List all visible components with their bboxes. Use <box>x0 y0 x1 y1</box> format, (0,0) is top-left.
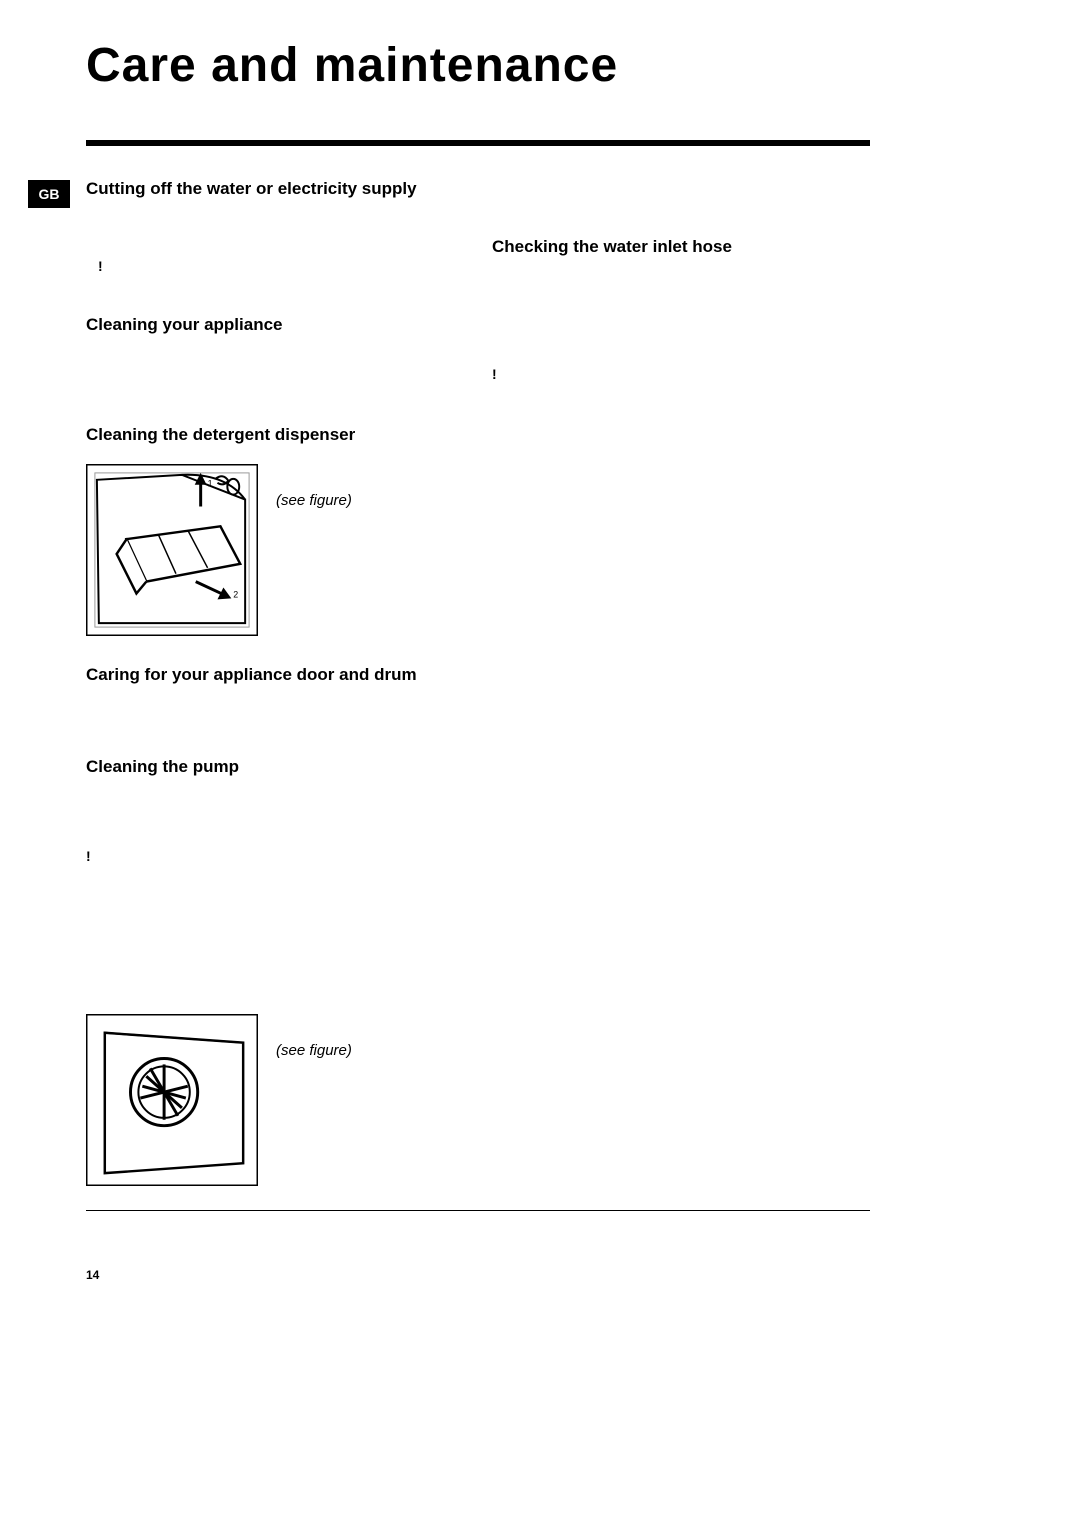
heading-cleaning-appliance: Cleaning your appliance <box>86 314 436 336</box>
figure-row-dispenser: 1 2 (see figure) <box>86 464 436 636</box>
warning-icon: ! <box>86 848 436 864</box>
heading-water-inlet-hose: Checking the water inlet hose <box>492 236 852 258</box>
pump-figure <box>86 1014 258 1186</box>
right-column: Checking the water inlet hose ! <box>492 178 852 382</box>
see-figure-label: (see figure) <box>276 492 352 509</box>
heading-cleaning-pump: Cleaning the pump <box>86 756 436 778</box>
warning-icon: ! <box>98 258 436 274</box>
heading-cleaning-dispenser: Cleaning the detergent dispenser <box>86 424 436 446</box>
heading-cutting-off: Cutting off the water or electricity sup… <box>86 178 436 200</box>
arrow-label-1: 1 <box>208 479 213 489</box>
page-number: 14 <box>86 1268 99 1282</box>
language-badge: GB <box>28 180 70 208</box>
left-column: Cutting off the water or electricity sup… <box>86 178 436 1186</box>
heading-door-drum: Caring for your appliance door and drum <box>86 664 436 686</box>
horizontal-rule-thick <box>86 140 870 146</box>
warning-icon: ! <box>492 366 852 382</box>
arrow-label-2: 2 <box>233 590 238 600</box>
see-figure-label: (see figure) <box>276 1042 352 1059</box>
figure-row-pump: (see figure) <box>86 1014 436 1186</box>
horizontal-rule-thin <box>86 1210 870 1211</box>
dispenser-figure: 1 2 <box>86 464 258 636</box>
page-title: Care and maintenance <box>86 38 618 93</box>
